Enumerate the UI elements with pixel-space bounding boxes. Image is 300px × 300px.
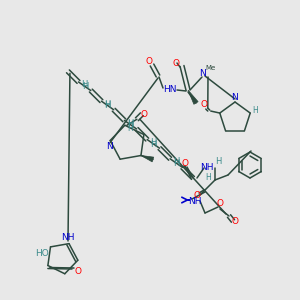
Text: H: H	[252, 106, 258, 115]
Text: NH: NH	[61, 233, 75, 242]
Text: N: N	[232, 92, 238, 101]
Text: HO: HO	[35, 248, 49, 257]
Text: H: H	[127, 119, 134, 128]
Text: H: H	[81, 80, 88, 89]
Polygon shape	[141, 155, 154, 162]
Text: NH: NH	[200, 164, 214, 172]
Text: H: H	[173, 157, 179, 166]
Text: N: N	[199, 70, 206, 79]
Text: H: H	[128, 121, 134, 130]
Text: N: N	[106, 142, 112, 151]
Text: Me: Me	[205, 65, 215, 71]
Text: H: H	[82, 82, 88, 91]
Text: O: O	[140, 110, 147, 119]
Text: H: H	[104, 101, 111, 110]
Polygon shape	[188, 90, 198, 104]
Text: H: H	[104, 100, 111, 109]
Text: NH: NH	[188, 196, 202, 206]
Text: H: H	[127, 124, 133, 133]
Text: H: H	[150, 138, 156, 147]
Text: O: O	[74, 266, 82, 275]
Text: H: H	[173, 159, 180, 168]
Text: HN: HN	[163, 85, 177, 94]
Text: H: H	[205, 173, 211, 182]
Text: O: O	[182, 158, 188, 167]
Text: O: O	[200, 100, 207, 109]
Text: H: H	[215, 158, 221, 166]
Text: O: O	[194, 191, 200, 200]
Text: O: O	[172, 58, 179, 68]
Text: O: O	[232, 218, 238, 226]
Text: O: O	[146, 58, 152, 67]
Text: O: O	[217, 200, 224, 208]
Text: H: H	[150, 140, 157, 149]
